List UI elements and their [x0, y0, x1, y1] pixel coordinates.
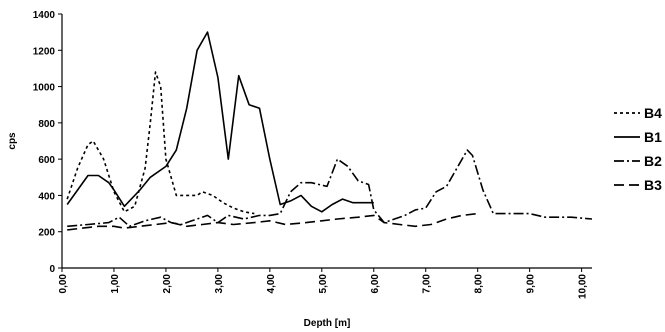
x-tick-label: 0,00	[58, 274, 69, 294]
y-tick-label: 200	[38, 228, 55, 239]
series-line-b1	[66, 31, 374, 213]
y-tick-label: 0	[49, 264, 55, 275]
legend-label-b3: B3	[644, 177, 662, 193]
series-line-b2	[67, 149, 593, 228]
x-tick-label: 10,00	[578, 274, 589, 299]
y-tick-label: 600	[38, 155, 55, 166]
legend-label-b2: B2	[644, 153, 662, 169]
y-tick-label: 1000	[33, 83, 56, 94]
x-ticks: 0,00 1,00 2,00 3,00 4,00 5,00 6,00 7,00 8,00 9,00…	[58, 268, 589, 299]
y-ticks: 0 200 400 600 800 1000 1200 1400	[33, 10, 62, 275]
series-lines	[66, 31, 593, 231]
legend-label-b4: B4	[644, 105, 662, 121]
y-axis-title: cps	[7, 132, 18, 150]
y-tick-label: 800	[38, 119, 55, 130]
x-tick-label: 4,00	[266, 274, 277, 294]
y-tick-label: 400	[38, 191, 55, 202]
legend: B4 B1 B2 B3	[614, 105, 662, 193]
legend-label-b1: B1	[644, 129, 662, 145]
x-tick-label: 6,00	[370, 274, 381, 294]
x-axis-title: Depth [m]	[304, 318, 351, 329]
x-tick-label: 3,00	[214, 274, 225, 294]
series-line-b3	[67, 212, 478, 231]
axes	[61, 14, 592, 269]
x-tick-label: 9,00	[526, 274, 537, 294]
y-tick-label: 1200	[33, 46, 56, 57]
x-tick-label: 1,00	[110, 274, 121, 294]
x-tick-label: 7,00	[422, 274, 433, 294]
y-tick-label: 1400	[33, 10, 56, 21]
x-tick-label: 2,00	[162, 274, 173, 294]
x-tick-label: 5,00	[318, 274, 329, 294]
x-tick-label: 8,00	[474, 274, 485, 294]
